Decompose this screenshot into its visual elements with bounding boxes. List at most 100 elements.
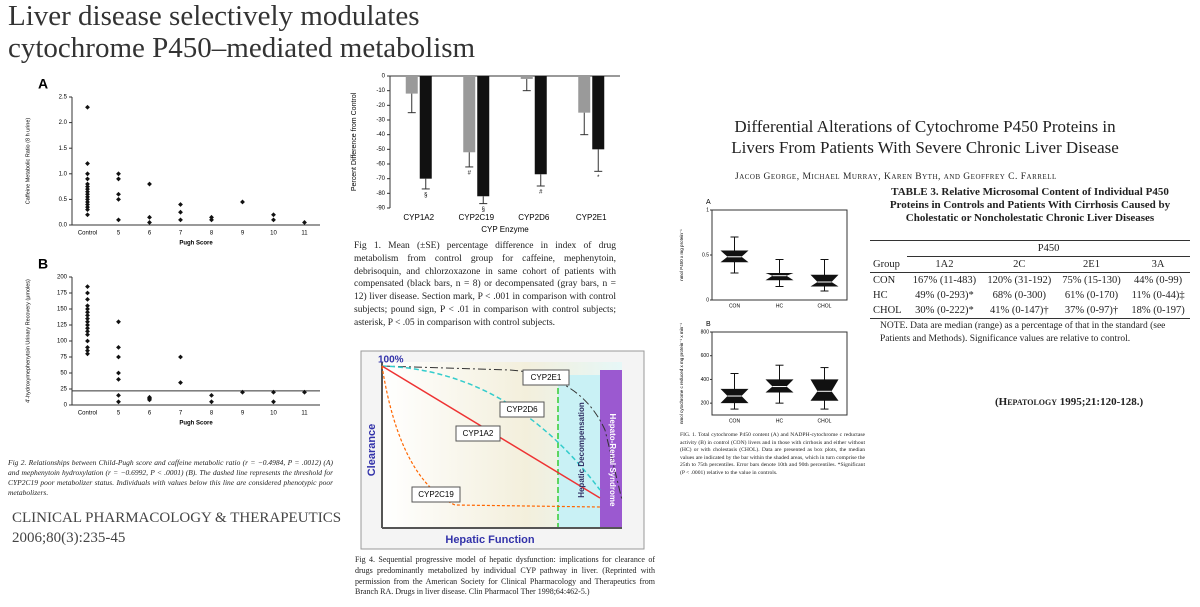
title-line: Livers From Patients With Severe Chronic… xyxy=(731,138,1119,157)
zone-decomp xyxy=(558,375,600,527)
point xyxy=(85,204,90,210)
table: P450 Group 1A2 2C 2E1 3A CON 167% (11-483) 120% … xyxy=(870,240,1190,319)
y-tick-label: 0 xyxy=(64,403,68,409)
point xyxy=(116,171,121,177)
point xyxy=(85,181,90,187)
table-title: TABLE 3. Relative Microsomal Content of … xyxy=(889,186,1171,224)
authors: Jacob George, Michael Murray, Karen Byth… xyxy=(735,172,1057,182)
curve-2e1 xyxy=(381,365,623,501)
label-box xyxy=(522,369,570,386)
box xyxy=(810,379,839,401)
header-cell: 2C xyxy=(1013,259,1026,270)
y-tick-label: 200 xyxy=(57,275,68,281)
x-tick-label: 5 xyxy=(117,411,121,417)
point xyxy=(116,354,121,360)
table-row: CHOL 30% (0-222)* 41% (0-147)† 37% (0-97)† 1… xyxy=(870,303,1190,319)
y-tick-label: 50 xyxy=(60,371,67,377)
point xyxy=(85,309,90,315)
bar-chart: 0 -10 -20 -30 -40 -50 -60 -70 -80 -90 Percent Diff… xyxy=(340,70,630,238)
x-label: Pugh Score xyxy=(179,241,213,247)
x-label: Hepatic Function xyxy=(445,534,535,546)
curve-label: CYP2D6 xyxy=(506,405,538,414)
table-cell: 30% (0-222)* xyxy=(915,305,974,316)
point xyxy=(271,217,276,223)
table-cell: 68% (0-300) xyxy=(992,290,1046,301)
point xyxy=(271,399,276,405)
bar xyxy=(405,76,418,94)
zone-label: Hepatic Decompensation xyxy=(577,402,586,498)
point xyxy=(302,220,307,225)
point xyxy=(85,212,90,218)
sig-mark: * xyxy=(597,175,600,181)
table-cell: 18% (0-197) xyxy=(1131,305,1185,316)
point xyxy=(116,345,121,350)
y-tick-label: 600 xyxy=(701,353,710,359)
journal: CLINICAL PHARMACOLOGY & THERAPEUTICS 200… xyxy=(12,508,341,548)
point xyxy=(85,186,90,192)
table-wrap: P450 Group 1A2 2C 2E1 3A CON 167% (11-483) 120% … xyxy=(870,240,1190,319)
point xyxy=(116,377,121,382)
table-cell: 44% (0-99) xyxy=(1134,275,1183,286)
point xyxy=(85,329,90,334)
header-cell: 1A2 xyxy=(935,259,954,270)
y-tick-label: -50 xyxy=(376,147,385,153)
bar xyxy=(463,76,476,153)
table-note: NOTE. Data are median (range) as a perce… xyxy=(880,321,1166,344)
scatter-b: B 4'-hydroxymephenytoin Urinary Recovery … xyxy=(25,256,320,427)
point xyxy=(116,217,121,223)
point xyxy=(85,313,90,318)
right-title: Differential Alterations of Cytochrome P… xyxy=(685,116,1165,158)
y-tick-label: 800 xyxy=(701,329,710,335)
x-tick-label: 11 xyxy=(301,231,308,237)
curve-label: CYP1A2 xyxy=(463,429,494,438)
point xyxy=(85,171,90,177)
y-tick-label: 125 xyxy=(57,323,68,329)
point xyxy=(178,354,183,360)
group-header: P450 xyxy=(907,240,1190,257)
table-cell: 120% (31-192) xyxy=(987,275,1052,286)
box-caption: FIG. 1. Total cytochrome P450 content (A… xyxy=(680,432,865,476)
label-box xyxy=(411,486,461,503)
label-box xyxy=(499,401,545,418)
x-tick-label: 7 xyxy=(179,411,183,417)
curve-label: CYP2C19 xyxy=(418,490,454,499)
frame xyxy=(711,331,848,416)
table-cell: CHOL xyxy=(873,305,902,316)
x-tick-label: HC xyxy=(776,303,784,309)
zone-label: Hepato-Renal Syndrome xyxy=(608,414,617,507)
header-cell xyxy=(870,241,907,257)
x-tick-label: CYP2C19 xyxy=(458,213,494,222)
point xyxy=(116,370,121,376)
box xyxy=(765,273,794,281)
panel-label: A xyxy=(38,76,48,92)
point xyxy=(85,104,90,110)
x-label: CYP Enzyme xyxy=(481,225,529,234)
x-tick-label: 11 xyxy=(301,411,308,417)
journal-line: CLINICAL PHARMACOLOGY & THERAPEUTICS xyxy=(12,510,342,526)
x-label: Pugh Score xyxy=(179,421,213,427)
y-tick-label: 2.0 xyxy=(59,120,68,126)
header-cell: Group xyxy=(873,258,900,270)
point xyxy=(85,338,90,344)
table-cell: 41% (0-147)† xyxy=(989,305,1049,316)
y-tick-label: -80 xyxy=(376,191,385,197)
point xyxy=(85,319,90,325)
table-cell: 49% (0-293)* xyxy=(915,290,974,301)
y-tick-label: 0 xyxy=(382,74,386,80)
y-tick-label: 1.5 xyxy=(59,146,68,152)
y-tick-label: -70 xyxy=(376,176,385,182)
point xyxy=(85,199,90,205)
table-cell: 167% (11-483) xyxy=(912,275,977,286)
point xyxy=(85,284,90,289)
point xyxy=(209,217,214,223)
point xyxy=(209,399,214,405)
x-tick-label: 8 xyxy=(210,411,214,417)
table-cell: CON xyxy=(873,275,896,286)
panel-label: B xyxy=(706,321,711,328)
x-tick-label: CHOL xyxy=(818,418,832,424)
point xyxy=(116,399,121,405)
point xyxy=(85,184,90,189)
y-tick-label: 150 xyxy=(57,307,68,313)
y-tick-label: -20 xyxy=(376,103,385,109)
fig1-caption: Fig 1. Mean (±SE) percentage difference … xyxy=(354,241,616,328)
